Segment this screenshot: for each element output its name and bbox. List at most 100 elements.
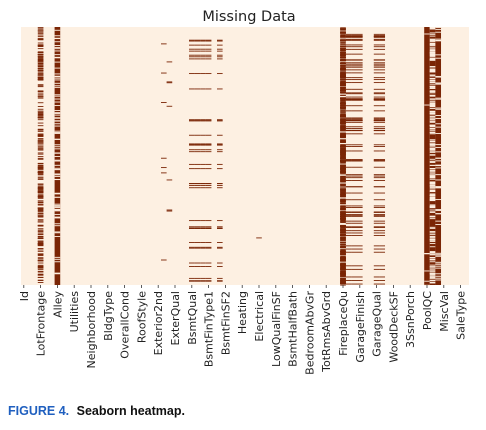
- missing-cell-lotfrontage: [38, 150, 44, 151]
- present-gap-miscfeature: [435, 29, 441, 30]
- present-gap-fence: [430, 69, 436, 70]
- missing-cell-fireplacequ: [340, 232, 346, 233]
- missing-cell-garagequal: [374, 92, 380, 93]
- missing-cell-garagefinish: [357, 82, 363, 83]
- missing-cell-garagecond: [379, 144, 385, 145]
- present-gap-alley: [55, 259, 61, 260]
- missing-cell-garagetype: [346, 230, 352, 231]
- missing-cell-garageyrblt: [351, 199, 357, 200]
- present-gap-fence: [430, 150, 436, 151]
- missing-cell-bsmtcond: [195, 168, 201, 169]
- missing-cell-garagecond: [379, 36, 385, 37]
- missing-cell-garagequal: [374, 46, 380, 47]
- missing-cell-lotfrontage: [38, 77, 44, 78]
- missing-cell-garagefinish: [357, 151, 363, 152]
- missing-cell-lotfrontage: [38, 241, 44, 242]
- missing-cell-garagecond: [379, 216, 385, 217]
- missing-cell-masvnrtype: [161, 73, 167, 74]
- missing-cell-bsmtfintype2: [217, 220, 223, 221]
- missing-cell-garagequal: [374, 34, 380, 35]
- missing-cell-fireplacequ: [340, 148, 346, 149]
- missing-cell-bsmtfintype1: [206, 73, 212, 74]
- present-gap-alley: [55, 30, 61, 31]
- missing-cell-fireplacequ: [340, 62, 346, 63]
- missing-cell-garagequal: [374, 120, 380, 121]
- missing-cell-garagecond: [379, 40, 385, 41]
- missing-cell-garageyrblt: [351, 77, 357, 78]
- missing-cell-bsmtqual: [189, 73, 195, 74]
- present-gap-fence: [430, 246, 436, 247]
- missing-cell-garagequal: [374, 40, 380, 41]
- missing-cell-fireplacequ: [340, 272, 346, 273]
- missing-cell-fireplacequ: [340, 107, 346, 108]
- missing-cell-lotfrontage: [38, 166, 44, 167]
- missing-cell-bsmtqual: [189, 56, 195, 57]
- missing-cell-fireplacequ: [340, 155, 346, 156]
- missing-cell-fireplacequ: [340, 92, 346, 93]
- missing-cell-lotfrontage: [38, 192, 44, 193]
- missing-cell-garagefinish: [357, 235, 363, 236]
- present-gap-miscfeature: [435, 165, 441, 166]
- x-tick-label-bsmtqual: BsmtQual: [186, 291, 199, 345]
- missing-cell-garagetype: [346, 180, 352, 181]
- present-gap-alley: [55, 168, 61, 169]
- present-gap-fence: [430, 113, 436, 114]
- missing-cell-fireplacequ: [340, 87, 346, 88]
- missing-cell-lotfrontage: [38, 141, 44, 142]
- missing-cell-bsmtexposure: [200, 248, 206, 249]
- missing-cell-bsmtqual: [189, 58, 195, 59]
- missing-cell-garagefinish: [357, 245, 363, 246]
- missing-cell-garageyrblt: [351, 265, 357, 266]
- missing-cell-garagefinish: [357, 284, 363, 285]
- missing-cell-lotfrontage: [38, 248, 44, 249]
- missing-cell-bsmtqual: [189, 164, 195, 165]
- missing-cell-garagecond: [379, 207, 385, 208]
- missing-cell-garagequal: [374, 205, 380, 206]
- present-gap-fence: [430, 47, 436, 48]
- missing-cell-garagetype: [346, 221, 352, 222]
- missing-cell-bsmtqual: [189, 120, 195, 121]
- present-gap-fence: [430, 148, 436, 149]
- missing-cell-garagetype: [346, 233, 352, 234]
- missing-cell-garagecond: [379, 186, 385, 187]
- present-gap-alley: [55, 79, 61, 80]
- missing-cell-bsmtfintype2: [217, 135, 223, 136]
- present-gap-fence: [430, 58, 436, 59]
- missing-cell-garagecond: [379, 265, 385, 266]
- missing-cell-garagequal: [374, 216, 380, 217]
- missing-cell-garageyrblt: [351, 186, 357, 187]
- present-gap-fence: [430, 76, 436, 77]
- missing-cell-lotfrontage: [38, 52, 44, 53]
- missing-cell-bsmtqual: [189, 187, 195, 188]
- missing-cell-bsmtexposure: [200, 168, 206, 169]
- missing-cell-bsmtqual: [189, 135, 195, 136]
- present-gap-fence: [430, 59, 436, 60]
- missing-cell-garagequal: [374, 133, 380, 134]
- missing-cell-lotfrontage: [38, 245, 44, 246]
- present-gap-poolqc: [424, 253, 430, 254]
- missing-cell-bsmtfintype1: [206, 145, 212, 146]
- present-gap-alley: [55, 51, 61, 52]
- present-gap-fence: [430, 91, 436, 92]
- missing-cell-lotfrontage: [38, 214, 44, 215]
- missing-cell-fireplacequ: [340, 60, 346, 61]
- missing-cell-fireplacequ: [340, 280, 346, 281]
- missing-cell-garagetype: [346, 126, 352, 127]
- missing-cell-lotfrontage: [38, 225, 44, 226]
- present-gap-fence: [430, 261, 436, 262]
- missing-cell-garageyrblt: [351, 64, 357, 65]
- present-gap-miscfeature: [435, 278, 441, 279]
- present-gap-fence: [430, 238, 436, 239]
- missing-cell-fireplacequ: [340, 106, 346, 107]
- missing-cell-fireplacequ: [340, 63, 346, 64]
- missing-cell-garagefinish: [357, 72, 363, 73]
- missing-cell-garagecond: [379, 82, 385, 83]
- present-gap-poolqc: [424, 34, 430, 35]
- missing-cell-garagefinish: [357, 280, 363, 281]
- present-gap-fence: [430, 185, 436, 186]
- missing-cell-bsmtfintype2: [217, 247, 223, 248]
- missing-cell-bsmtfintype1: [206, 40, 212, 41]
- present-gap-miscfeature: [435, 115, 441, 116]
- present-gap-fence: [430, 159, 436, 160]
- missing-cell-garagecond: [379, 269, 385, 270]
